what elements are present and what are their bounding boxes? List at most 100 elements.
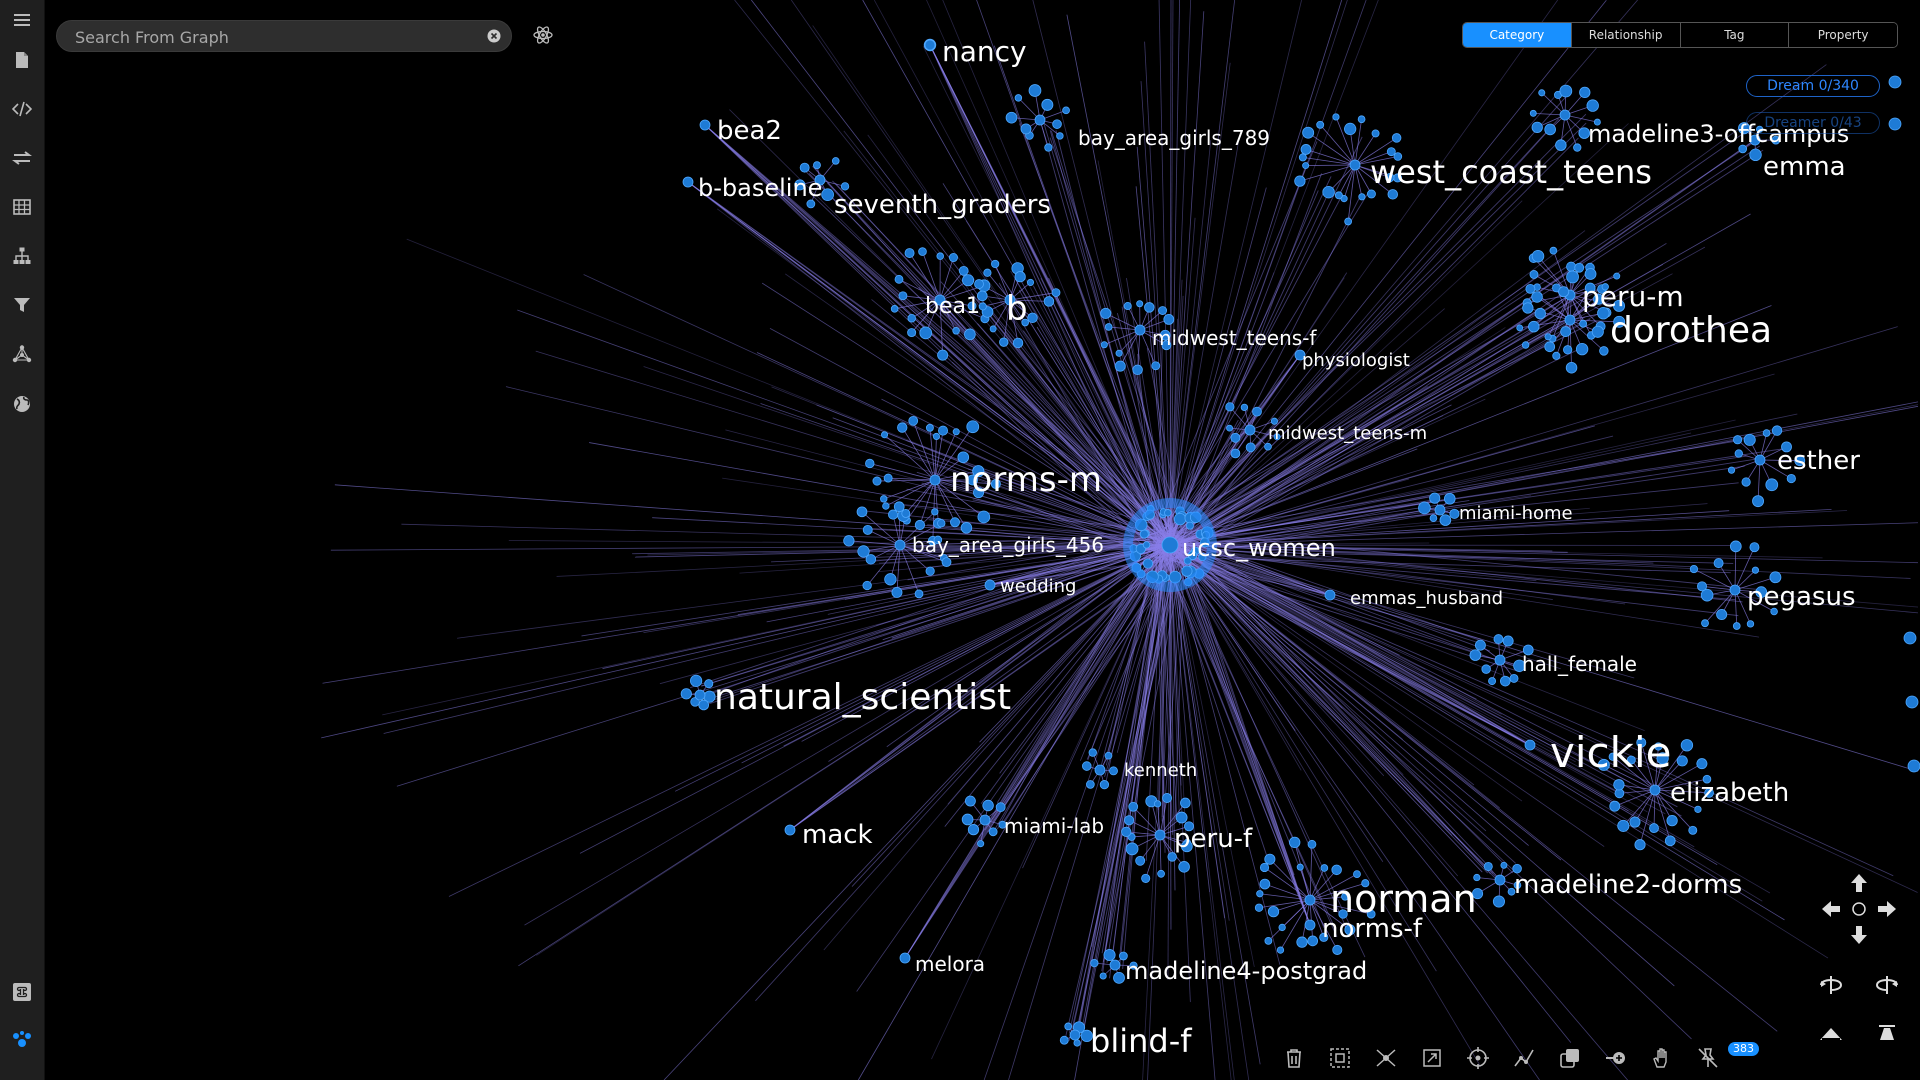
graph-node[interactable]	[1073, 1039, 1081, 1047]
graph-node[interactable]	[1104, 323, 1113, 331]
graph-node[interactable]	[1552, 351, 1561, 360]
unpin-tool[interactable]	[1694, 1044, 1722, 1072]
graph-node[interactable]	[1391, 133, 1402, 143]
node-label-natural_scientist[interactable]: natural_scientist	[714, 677, 1012, 718]
graph-node[interactable]	[894, 539, 906, 551]
graph-node[interactable]	[1702, 774, 1712, 784]
graph-node[interactable]	[1294, 175, 1306, 187]
graph-node[interactable]	[1264, 442, 1272, 451]
graph-node[interactable]	[1240, 403, 1249, 412]
graph-node[interactable]	[1302, 126, 1315, 139]
graph-node[interactable]	[1294, 349, 1306, 361]
graph-node[interactable]	[1689, 564, 1699, 574]
graph-node[interactable]	[1114, 360, 1126, 372]
node-label-midwest_teens-f[interactable]: midwest_teens-f	[1152, 326, 1317, 350]
node-label-bay_area_girls_789[interactable]: bay_area_girls_789	[1078, 126, 1271, 150]
graph-node[interactable]	[1575, 342, 1589, 356]
document-icon[interactable]	[8, 46, 36, 74]
graph-node[interactable]	[1319, 932, 1329, 942]
graph-node[interactable]	[998, 820, 1007, 829]
node-label-miami-home[interactable]: miami-home	[1459, 503, 1573, 524]
hierarchy-icon[interactable]	[8, 242, 36, 270]
graph-node[interactable]	[1729, 540, 1742, 553]
graph-node[interactable]	[891, 586, 903, 598]
graph-node[interactable]	[1574, 262, 1585, 273]
graph-node[interactable]	[1026, 278, 1035, 287]
graph-node[interactable]	[1184, 821, 1194, 832]
graph-node[interactable]	[894, 274, 904, 284]
graph-node[interactable]	[694, 689, 706, 701]
graph-node[interactable]	[929, 474, 941, 486]
graph-node[interactable]	[978, 302, 987, 311]
graph-node[interactable]	[1754, 454, 1766, 466]
graph-node[interactable]	[898, 291, 908, 301]
tab-tag[interactable]: Tag	[1680, 23, 1790, 47]
graph-node[interactable]	[1090, 958, 1099, 968]
node-label-madeline2-dorms[interactable]: madeline2-dorms	[1514, 870, 1743, 900]
graph-node[interactable]	[1021, 318, 1029, 327]
graph-node[interactable]	[1544, 123, 1556, 136]
command-icon[interactable]	[8, 978, 36, 1006]
graph-node[interactable]	[1613, 299, 1626, 312]
graph-node[interactable]	[1052, 119, 1062, 129]
code-icon[interactable]	[8, 95, 36, 123]
graph-node[interactable]	[1512, 863, 1522, 874]
filter-icon[interactable]	[8, 291, 36, 319]
pan-right-button[interactable]	[1874, 896, 1900, 922]
graph-node[interactable]	[1100, 341, 1108, 349]
graph-node[interactable]	[1136, 300, 1144, 308]
copy-tool[interactable]	[1556, 1044, 1584, 1072]
graph-node[interactable]	[1159, 329, 1171, 341]
graph-node[interactable]	[964, 795, 976, 807]
graph-node[interactable]	[1573, 143, 1582, 152]
graph-node[interactable]	[1494, 874, 1506, 886]
graph-node[interactable]	[1135, 855, 1146, 866]
graph-node[interactable]	[1771, 135, 1781, 145]
graph-node[interactable]	[1056, 132, 1064, 140]
graph-node[interactable]	[1473, 873, 1481, 882]
graph-node[interactable]	[1069, 1029, 1081, 1041]
graph-node[interactable]	[948, 252, 958, 263]
graph-node[interactable]	[1012, 337, 1024, 349]
graph-node[interactable]	[857, 545, 870, 558]
graph-node[interactable]	[1385, 172, 1395, 183]
graph-node[interactable]	[1579, 86, 1591, 99]
node-label-peru-m[interactable]: peru-m	[1582, 280, 1684, 313]
graph-node[interactable]	[1119, 951, 1128, 961]
graph-node[interactable]	[682, 176, 694, 188]
graph-node[interactable]	[1278, 923, 1286, 932]
graph-node[interactable]	[1656, 752, 1669, 765]
graph-node[interactable]	[881, 431, 889, 439]
graph-node[interactable]	[1332, 944, 1343, 955]
graph-node[interactable]	[1259, 878, 1271, 890]
atom-settings-icon[interactable]	[532, 24, 554, 46]
graph-node[interactable]	[698, 699, 710, 711]
graph-node[interactable]	[991, 259, 1000, 269]
graph-node[interactable]	[1334, 191, 1343, 200]
graph-node[interactable]	[966, 420, 980, 434]
graph-node[interactable]	[1522, 644, 1534, 656]
graph-node[interactable]	[967, 824, 980, 836]
graph-node[interactable]	[1786, 473, 1796, 484]
graph-node[interactable]	[1529, 270, 1539, 279]
graph-node[interactable]	[1230, 432, 1241, 443]
graph-node[interactable]	[907, 328, 917, 338]
graph-node[interactable]	[1608, 752, 1617, 761]
graph-node[interactable]	[1158, 306, 1168, 315]
graph-node[interactable]	[1755, 586, 1768, 598]
graph-node[interactable]	[1322, 185, 1335, 199]
graph-node[interactable]	[1907, 759, 1920, 773]
table-icon[interactable]	[8, 193, 36, 221]
graph-node[interactable]	[806, 199, 816, 209]
graph-node[interactable]	[1103, 948, 1116, 962]
graph-node[interactable]	[1771, 425, 1783, 436]
graph-node[interactable]	[690, 697, 700, 707]
graph-node[interactable]	[872, 476, 882, 486]
graph-node[interactable]	[1245, 442, 1256, 453]
graph-node[interactable]	[1555, 139, 1567, 151]
path-tool[interactable]	[1510, 1044, 1538, 1072]
graph-node[interactable]	[1181, 565, 1193, 577]
graph-node[interactable]	[1472, 888, 1484, 900]
graph-node[interactable]	[960, 522, 973, 534]
graph-node[interactable]	[1162, 793, 1173, 803]
